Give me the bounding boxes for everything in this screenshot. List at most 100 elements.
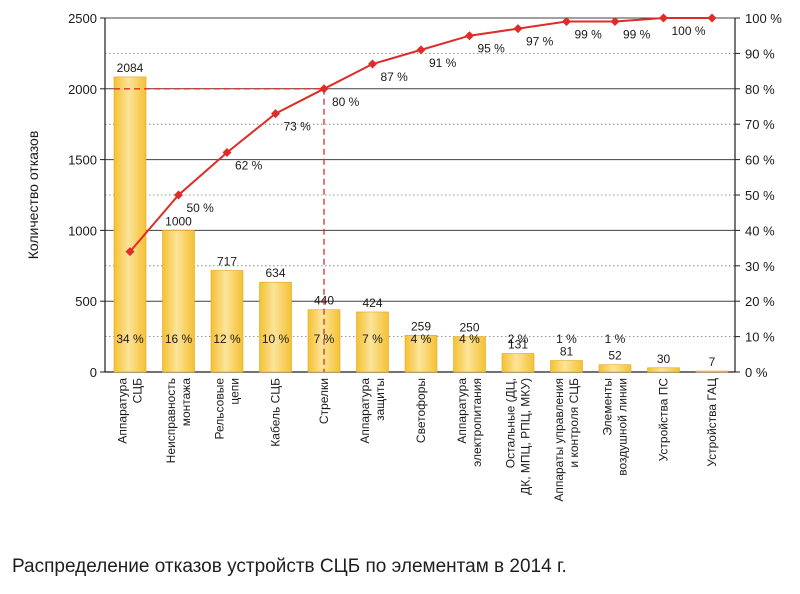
- figure-caption: Распределение отказов устройств СЦБ по э…: [12, 556, 567, 577]
- cumulative-label: 99 %: [575, 28, 603, 42]
- bar-value-label: 30: [657, 352, 671, 366]
- bar-value-label: 131: [508, 337, 528, 351]
- cumulative-label: 91 %: [429, 56, 457, 70]
- bar: [695, 370, 729, 373]
- x-tick-label-line: монтажа: [179, 378, 193, 427]
- x-tick-label-line: Светофоры: [414, 378, 428, 443]
- x-tick-label-line: электропитания: [470, 378, 484, 467]
- bar-value-label: 717: [217, 254, 237, 268]
- x-tick-label-line: Элементы: [601, 378, 615, 436]
- bar-share-label: 1 %: [605, 332, 626, 346]
- cumulative-point: [125, 247, 135, 257]
- bar-value-label: 7: [709, 355, 716, 369]
- bar: [162, 230, 195, 373]
- x-tick-label-line: Аппараты управления: [552, 378, 566, 502]
- cumulative-label: 80 %: [332, 95, 360, 109]
- cumulative-point: [610, 17, 620, 27]
- y2-tick-label: 90 %: [745, 46, 775, 61]
- cumulative-label: 97 %: [526, 35, 554, 49]
- bar-share-label: 1 %: [556, 332, 577, 346]
- bar: [113, 76, 147, 373]
- y2-tick-label: 100 %: [745, 11, 782, 26]
- bar-share-label: 2 %: [508, 332, 529, 346]
- x-tick-label-line: воздушной линии: [616, 378, 630, 476]
- x-tick-label-line: Рельсовые: [213, 378, 227, 440]
- x-tick-label-line: СЦБ: [131, 378, 145, 404]
- x-tick-label-line: Кабель СЦБ: [269, 378, 283, 447]
- bar-share-label: 12 %: [213, 332, 241, 346]
- bar: [501, 353, 535, 373]
- bar-value-label: 424: [362, 296, 382, 310]
- x-tick-label: Рельсовые цепи: [213, 378, 242, 440]
- bar-value-label: 1000: [165, 214, 192, 228]
- x-tick-label: Кабель СЦБ: [269, 378, 283, 447]
- x-tick-label: Светофоры: [414, 378, 428, 443]
- y2-tick-label: 60 %: [745, 153, 775, 168]
- y2-tick-label: 70 %: [745, 117, 775, 132]
- y-tick-label: 0: [90, 365, 97, 380]
- cumulative-point: [659, 13, 668, 23]
- x-tick-label-line: Стрелки: [317, 378, 331, 424]
- bar: [598, 364, 632, 373]
- x-tick-label-line: цепи: [228, 378, 242, 405]
- y2-tick-label: 20 %: [745, 294, 775, 309]
- bar-share-label: 4 %: [411, 332, 432, 346]
- cumulative-label: 100 %: [672, 24, 706, 38]
- x-tick-label-line: Аппаратура: [116, 378, 130, 444]
- bar-share-label: 10 %: [262, 332, 290, 346]
- cumulative-point: [513, 24, 523, 34]
- x-tick-label: Устройства ГАЦ: [705, 378, 719, 467]
- cumulative-point: [416, 45, 426, 55]
- x-tick-label: Стрелки: [317, 378, 331, 424]
- x-tick-label: Неисправность монтажа: [164, 378, 193, 464]
- bar-value-label: 250: [459, 321, 479, 335]
- cumulative-point: [465, 31, 474, 41]
- y-tick-label: 1000: [68, 223, 97, 238]
- x-tick-label: Элементы воздушной линии: [601, 378, 630, 476]
- cumulative-point: [368, 59, 377, 69]
- bar-share-label: 34 %: [116, 332, 144, 346]
- bar: [259, 281, 292, 373]
- y2-tick-label: 50 %: [745, 188, 775, 203]
- bar-value-label: 259: [411, 319, 431, 333]
- y2-tick-label: 0 %: [745, 365, 768, 380]
- x-tick-label: Аппаратура электропитания: [455, 378, 484, 467]
- x-tick-label-line: Устройства ПС: [657, 378, 671, 462]
- bar: [404, 335, 438, 373]
- y2-tick-label: 10 %: [745, 330, 775, 345]
- y-tick-label: 500: [75, 294, 97, 309]
- cumulative-point: [319, 84, 329, 94]
- cumulative-label: 62 %: [235, 159, 263, 173]
- y2-tick-label: 40 %: [745, 223, 775, 238]
- cumulative-point: [271, 109, 280, 119]
- x-tick-label: Аппаратура СЦБ: [116, 378, 145, 444]
- bar: [550, 360, 583, 373]
- bar-value-label: 52: [608, 349, 622, 363]
- x-tick-label: Остальные (ДЦ, ДК, МПЦ, РПЦ, МКУ): [504, 378, 533, 495]
- bar: [453, 336, 486, 373]
- cumulative-point: [562, 17, 571, 27]
- bar-value-label: 2084: [117, 61, 144, 75]
- x-tick-label-line: Остальные (ДЦ,: [504, 378, 518, 468]
- bar-share-label: 4 %: [459, 332, 480, 346]
- x-tick-label-line: Неисправность: [164, 378, 178, 463]
- cumulative-point: [707, 13, 717, 23]
- cumulative-label: 95 %: [478, 42, 506, 56]
- y2-tick-label: 80 %: [745, 82, 775, 97]
- y-tick-label: 1500: [68, 153, 97, 168]
- bar: [210, 270, 244, 373]
- y-tick-label: 2500: [68, 11, 97, 26]
- cumulative-point: [222, 148, 232, 158]
- x-tick-label-line: Аппаратура: [455, 378, 469, 444]
- y-axis-title: Количество отказов: [25, 131, 41, 260]
- x-tick-label: Аппараты управления и контроля СЦБ: [552, 378, 581, 502]
- x-tick-label-line: ДК, МПЦ, РПЦ, МКУ): [519, 378, 533, 495]
- x-tick-label-line: защиты: [373, 378, 387, 421]
- bar-value-label: 81: [560, 345, 574, 359]
- x-tick-label: Аппаратура защиты: [358, 378, 387, 444]
- cumulative-label: 87 %: [381, 70, 409, 84]
- bar-share-label: 16 %: [165, 332, 193, 346]
- x-tick-label-line: Аппаратура: [358, 378, 372, 444]
